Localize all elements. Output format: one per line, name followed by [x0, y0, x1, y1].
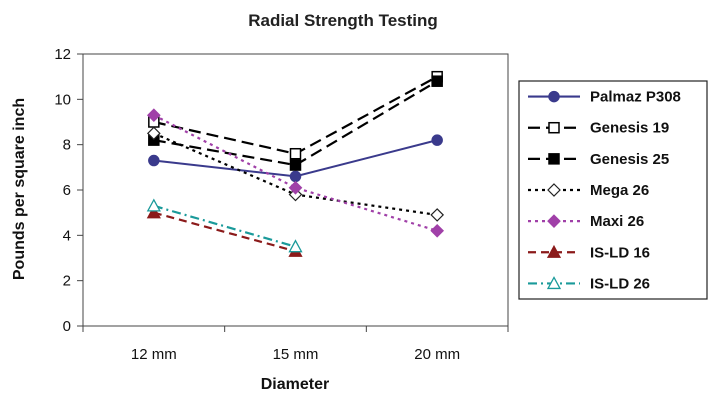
- series-line: [153, 75, 438, 155]
- y-tick-label: 4: [63, 227, 71, 244]
- data-point: [289, 159, 302, 171]
- y-tick-label: 6: [63, 182, 71, 199]
- y-tick-label: 0: [63, 318, 71, 335]
- series-genesis-19: [148, 70, 443, 160]
- legend-item: Genesis 25: [528, 151, 669, 168]
- legend-marker: [548, 90, 560, 103]
- legend-label: Maxi 26: [590, 213, 644, 230]
- legend-label: IS-LD 26: [590, 275, 650, 292]
- data-point: [289, 147, 302, 160]
- legend-item: Maxi 26: [528, 213, 644, 230]
- legend-item: IS-LD 26: [528, 275, 650, 292]
- series-is-ld-16: [146, 205, 303, 257]
- legend-marker: [547, 214, 561, 228]
- legend-item: IS-LD 16: [528, 244, 650, 261]
- legend-item: Mega 26: [528, 182, 649, 199]
- legend-label: Genesis 19: [590, 120, 669, 137]
- legend-label: Genesis 25: [590, 151, 669, 168]
- series-line: [153, 204, 296, 248]
- data-point: [146, 205, 161, 219]
- legend-item: Palmaz P308: [528, 89, 681, 106]
- y-tick-label: 2: [63, 273, 71, 290]
- data-point: [146, 126, 161, 141]
- x-tick-label: 15 mm: [273, 346, 319, 363]
- x-tick-label: 20 mm: [414, 346, 460, 363]
- data-point: [289, 170, 302, 183]
- data-point: [148, 154, 160, 167]
- legend-label: IS-LD 16: [590, 244, 650, 261]
- legend: Palmaz P308 Genesis 19 Genesis 25 Mega 26 Ma…: [518, 80, 708, 300]
- legend-label: Palmaz P308: [590, 89, 681, 106]
- data-point: [146, 198, 161, 212]
- x-axis-label: Diameter: [261, 376, 329, 393]
- y-axis-label: Pounds per square inch: [11, 98, 28, 280]
- chart-title: Radial Strength Testing: [248, 11, 438, 30]
- data-point: [430, 208, 445, 222]
- legend-marker: [547, 183, 561, 197]
- legend-marker: [548, 153, 560, 165]
- series-line: [153, 211, 296, 253]
- x-tick-label: 12 mm: [131, 346, 177, 363]
- data-point: [146, 108, 161, 123]
- series-maxi-26: [146, 108, 445, 238]
- data-point: [288, 180, 303, 195]
- series-line: [153, 80, 438, 167]
- legend-marker: [546, 276, 562, 290]
- series-is-ld-26: [146, 198, 303, 253]
- data-point: [431, 134, 443, 146]
- legend-marker: [546, 244, 562, 258]
- data-point: [288, 239, 303, 253]
- y-tick-label: 12: [54, 46, 71, 63]
- series-palmaz-p308: [148, 134, 443, 183]
- legend-marker: [548, 121, 560, 134]
- legend-label: Mega 26: [590, 182, 649, 199]
- data-point: [431, 75, 443, 87]
- legend-item: Genesis 19: [528, 120, 669, 137]
- y-tick-label: 10: [54, 91, 71, 108]
- y-tick-label: 8: [63, 137, 71, 154]
- data-point: [430, 223, 445, 238]
- plot-area: 0 2 4 6 8 10 12 12 mm 15 mm 20 mm: [54, 46, 509, 363]
